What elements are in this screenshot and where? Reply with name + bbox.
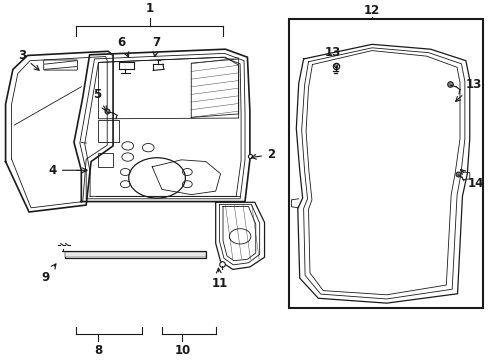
Bar [289, 19, 484, 308]
Text: 2: 2 [251, 148, 275, 161]
Text: 6: 6 [118, 36, 129, 57]
Text: 12: 12 [364, 4, 380, 17]
Text: 7: 7 [152, 36, 160, 57]
Bar [98, 120, 119, 143]
Text: 13: 13 [456, 78, 482, 102]
Bar [98, 153, 113, 167]
Bar [65, 252, 206, 257]
Bar [65, 251, 206, 258]
Text: 5: 5 [93, 88, 106, 111]
Text: 3: 3 [18, 49, 39, 70]
Text: 14: 14 [461, 170, 484, 190]
Text: 11: 11 [212, 268, 228, 291]
Text: 1: 1 [146, 3, 154, 15]
Text: 10: 10 [174, 344, 191, 357]
Text: 8: 8 [94, 344, 102, 357]
Text: 13: 13 [325, 46, 341, 69]
Text: 9: 9 [42, 264, 56, 284]
Text: 4: 4 [49, 164, 87, 177]
